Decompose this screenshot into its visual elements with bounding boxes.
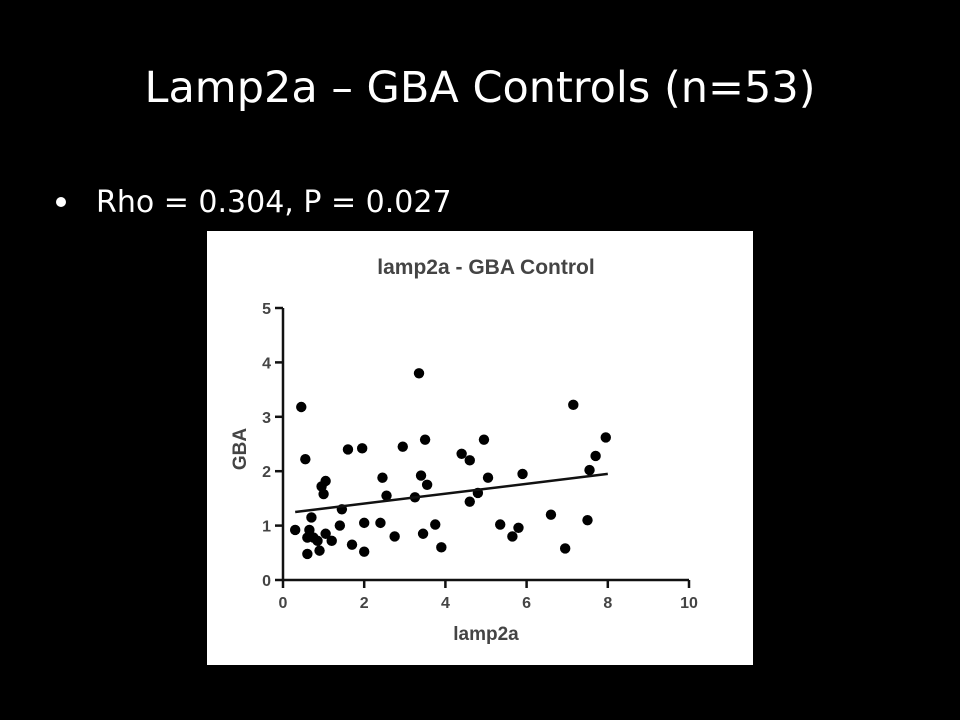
- x-tick-label: 10: [680, 595, 698, 612]
- chart-panel: lamp2a - GBA Control lamp2a GBA 0 1 2 3 4 5 0…: [207, 231, 753, 665]
- data-point: [436, 542, 447, 553]
- data-point: [495, 519, 506, 530]
- scatter-chart: lamp2a - GBA Control lamp2a GBA 0 1 2 3 4 5 0…: [230, 256, 698, 645]
- data-point: [304, 524, 315, 536]
- y-tick-label: 5: [262, 301, 271, 318]
- data-point: [300, 454, 311, 465]
- data-point: [456, 448, 467, 459]
- x-tick-label: 6: [522, 595, 531, 612]
- data-point: [464, 455, 475, 466]
- data-point: [430, 519, 441, 530]
- data-point: [318, 488, 329, 500]
- x-tick-label: 2: [360, 595, 369, 612]
- data-point: [513, 522, 524, 533]
- data-point: [334, 520, 346, 531]
- data-point: [415, 470, 427, 481]
- data-point: [600, 432, 611, 443]
- data-point: [346, 539, 358, 550]
- data-point: [413, 368, 425, 379]
- data-point: [421, 479, 433, 490]
- data-point: [306, 512, 317, 523]
- y-tick-label: 4: [262, 355, 271, 372]
- x-axis-label: lamp2a: [453, 624, 519, 645]
- data-point: [342, 444, 354, 455]
- x-axis: 0 2 4 6 8 10: [279, 578, 698, 612]
- data-point: [568, 399, 579, 411]
- y-axis: 0 1 2 3 4 5: [262, 301, 285, 590]
- bullet-text: Rho = 0.304, P = 0.027: [96, 184, 452, 220]
- data-point: [289, 524, 301, 536]
- data-point: [377, 472, 388, 483]
- chart-title: lamp2a - GBA Control: [377, 256, 594, 279]
- data-point: [312, 535, 323, 547]
- data-point: [296, 401, 307, 413]
- y-tick-label: 1: [262, 519, 271, 536]
- data-point: [507, 531, 518, 542]
- data-point: [302, 548, 313, 560]
- data-point: [314, 545, 325, 556]
- data-point: [559, 543, 571, 554]
- x-tick-label: 4: [441, 595, 450, 612]
- data-point: [584, 464, 595, 476]
- data-point: [545, 509, 557, 520]
- data-point: [326, 535, 337, 547]
- trendline: [295, 472, 608, 514]
- data-point: [417, 528, 429, 539]
- data-point: [389, 531, 400, 542]
- data-point: [419, 434, 431, 445]
- data-point: [381, 490, 392, 501]
- y-tick-label: 2: [262, 464, 271, 481]
- y-tick-label: 0: [262, 573, 271, 590]
- x-tick-label: 8: [603, 595, 612, 612]
- bullet-dot-icon: [56, 197, 66, 207]
- y-axis-label: GBA: [230, 428, 251, 471]
- data-point: [517, 468, 528, 480]
- data-point: [320, 528, 331, 539]
- data-point: [464, 496, 475, 507]
- data-point: [375, 517, 386, 529]
- data-point: [478, 434, 490, 445]
- x-tick-label: 0: [279, 595, 288, 612]
- trendline-group: [295, 472, 608, 514]
- data-point: [356, 443, 368, 454]
- data-point: [590, 450, 601, 462]
- data-point: [582, 514, 593, 526]
- data-point: [320, 475, 331, 487]
- y-tick-label: 3: [262, 410, 271, 427]
- data-point: [359, 546, 370, 557]
- data-point: [397, 441, 408, 452]
- slide-title: Lamp2a – GBA Controls (n=53): [144, 63, 816, 113]
- data-points: [289, 368, 611, 560]
- bullet-item: Rho = 0.304, P = 0.027: [56, 180, 452, 224]
- data-point: [482, 472, 494, 483]
- data-point: [359, 517, 370, 529]
